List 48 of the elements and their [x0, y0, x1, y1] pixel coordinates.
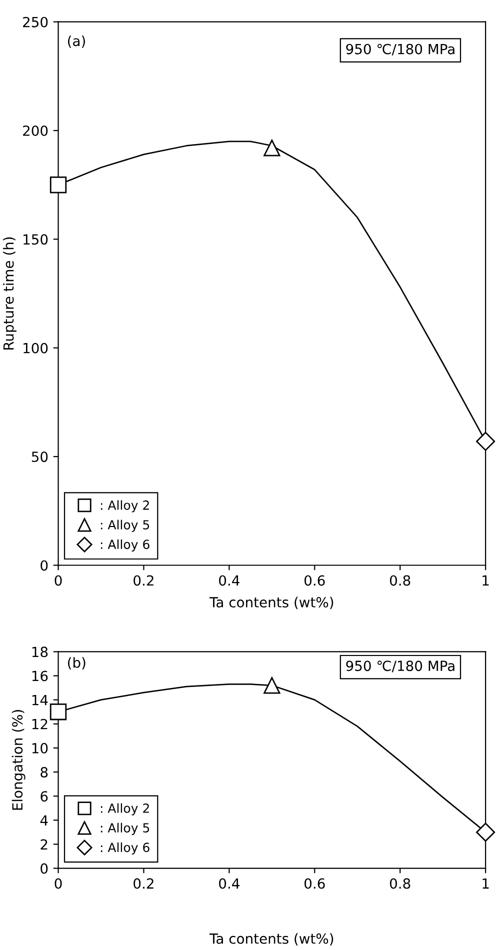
annotation: 950 ℃/180 MPa	[346, 44, 454, 56]
y-tick-label: 2	[40, 839, 48, 850]
x-tick-label: 0.6	[304, 878, 325, 889]
x-tick-label: 0.6	[304, 575, 325, 586]
point	[476, 432, 496, 451]
point	[264, 677, 280, 694]
legend-label: : Alloy 5	[100, 520, 150, 532]
y-tick-label: 6	[40, 791, 48, 802]
annotation: (b)	[68, 657, 86, 670]
y-tick-label: 150	[24, 234, 48, 245]
y-axis-title: Elongation (%)	[12, 710, 26, 810]
y-tick-label: 8	[40, 767, 48, 778]
x-tick-label: 0.4	[219, 878, 240, 889]
point	[264, 140, 280, 156]
x-tick-label: 0.8	[390, 575, 410, 586]
point	[50, 704, 67, 720]
x-tick-label: 0.2	[134, 878, 154, 889]
y-tick-label: 12	[32, 718, 48, 730]
x-tick-label: 0	[54, 878, 62, 889]
y-tick-label: 18	[32, 646, 48, 658]
y-tick-label: 4	[40, 815, 48, 826]
legend-label: : Alloy 2	[100, 803, 149, 816]
x-axis-title: Ta contents (wt%)	[209, 933, 334, 946]
y-tick-label: 14	[32, 694, 48, 706]
x-axis-title: Ta contents (wt%)	[209, 596, 334, 610]
annotation: 950 ℃/180 MPa	[346, 660, 454, 672]
y-tick-label: 250	[23, 16, 48, 28]
x-tick-label: 1	[482, 575, 489, 586]
legend-label: : Alloy 5	[100, 822, 150, 835]
x-tick-label: 0	[54, 575, 62, 586]
point	[476, 822, 496, 842]
y-tick-label: 10	[32, 742, 48, 754]
y-tick-label: 50	[32, 452, 48, 462]
x-tick-label: 0.8	[390, 878, 410, 889]
legend-label: : Alloy 6	[100, 539, 150, 552]
annotation: (a)	[68, 35, 85, 48]
y-tick-label: 0	[40, 560, 48, 571]
legend-label: : Alloy 2	[100, 500, 149, 512]
point	[50, 176, 67, 194]
y-axis-title: Rupture time (h)	[3, 237, 16, 350]
y-tick-label: 16	[32, 670, 48, 682]
legend-label: : Alloy 6	[100, 842, 150, 855]
y-tick-label: 200	[23, 126, 48, 136]
x-tick-label: 0.4	[219, 575, 240, 586]
y-tick-label: 0	[40, 863, 48, 874]
x-tick-label: 1	[482, 878, 489, 889]
x-tick-label: 0.2	[134, 575, 154, 586]
y-tick-label: 100	[24, 342, 48, 354]
